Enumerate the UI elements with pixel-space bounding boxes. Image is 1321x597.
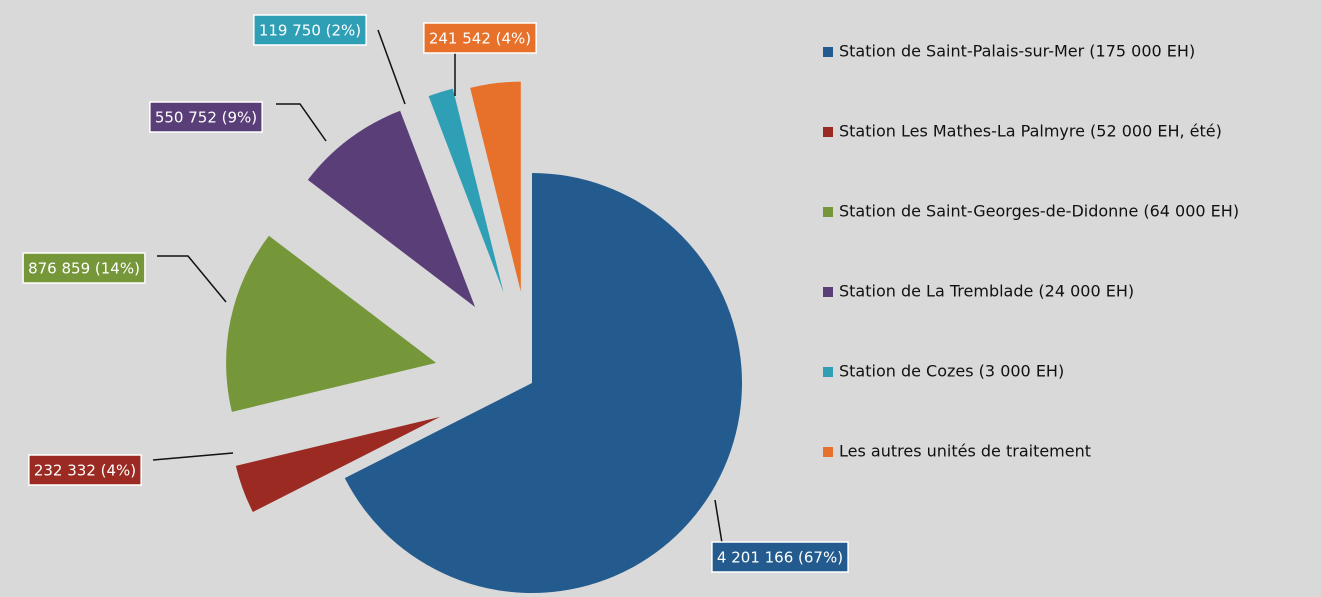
legend-label: Station Les Mathes-La Palmyre (52 000 EH… xyxy=(839,122,1222,141)
pie-slice xyxy=(307,110,476,307)
leader-line xyxy=(377,29,406,105)
data-label-box xyxy=(423,22,537,54)
legend-swatch xyxy=(823,367,833,377)
legend-swatch xyxy=(823,287,833,297)
data-label: 550 752 (9%) xyxy=(155,109,257,127)
pie-slice xyxy=(470,81,521,292)
data-label: 232 332 (4%) xyxy=(34,462,136,480)
data-labels: 4 201 166 (67%) 232 332 (4%) 876 859 (14%)… xyxy=(22,14,849,573)
leader-line xyxy=(714,499,723,544)
legend: Station de Saint-Palais-sur-Mer (175 000… xyxy=(823,42,1239,461)
data-label-box xyxy=(711,541,849,573)
pie xyxy=(226,81,743,593)
data-label-box xyxy=(22,252,146,284)
legend-swatch xyxy=(823,447,833,457)
legend-label: Station de Cozes (3 000 EH) xyxy=(839,362,1064,381)
data-label: 4 201 166 (67%) xyxy=(717,549,843,567)
legend-label: Station de La Tremblade (24 000 EH) xyxy=(839,282,1134,301)
legend-swatch xyxy=(823,47,833,57)
leader-line xyxy=(157,255,227,303)
leader-line xyxy=(276,103,327,142)
legend-label: Station de Saint-Georges-de-Didonne (64 … xyxy=(839,202,1239,221)
legend-label: Station de Saint-Palais-sur-Mer (175 000… xyxy=(839,42,1195,61)
pie-slice xyxy=(235,416,441,513)
data-label: 876 859 (14%) xyxy=(28,260,140,278)
data-label: 241 542 (4%) xyxy=(429,30,531,48)
legend-label: Les autres unités de traitement xyxy=(839,442,1091,461)
data-label-box xyxy=(28,454,142,486)
leader-line xyxy=(152,452,234,461)
legend-swatch xyxy=(823,207,833,217)
data-label-box xyxy=(253,14,367,46)
pie-slice xyxy=(344,173,743,593)
legend-swatch xyxy=(823,127,833,137)
data-label-box xyxy=(149,101,263,133)
pie-slice xyxy=(428,88,504,293)
pie-slice xyxy=(226,235,437,412)
data-label: 119 750 (2%) xyxy=(259,22,361,40)
